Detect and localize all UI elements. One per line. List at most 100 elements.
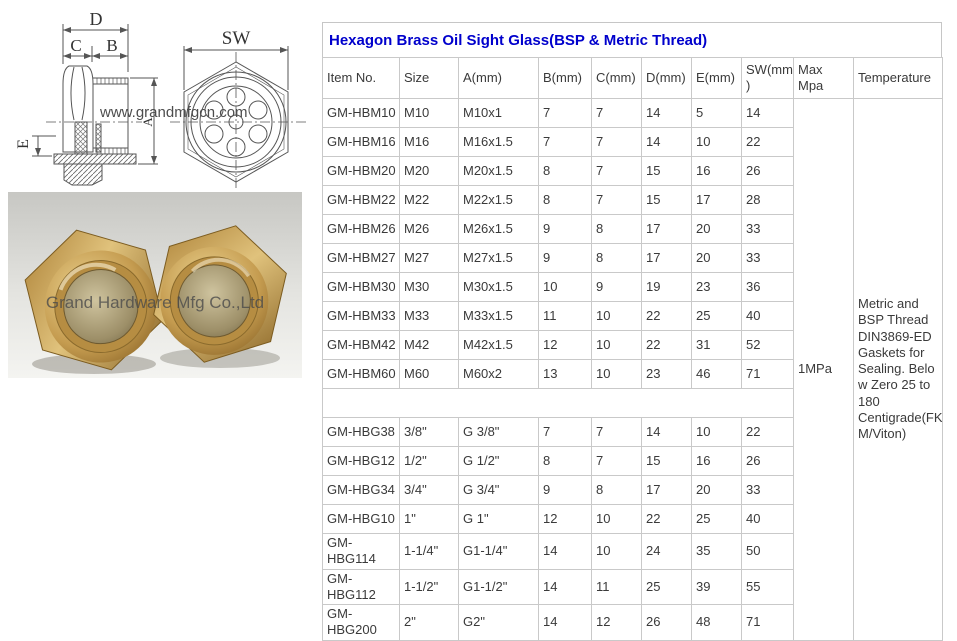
table-cell: 7 (591, 156, 642, 186)
side-view (32, 24, 158, 186)
table-body: GM-HBM10 M10 M10x1 7 7 14 5 14 1MPa Metric and BS… (322, 98, 943, 641)
table-cell: M16 (399, 127, 459, 157)
table-row: GM-HBM16 M16 M16x1.5 7 7 14 10 22 (322, 127, 943, 157)
table-cell: 71 (741, 359, 794, 389)
table-cell: 17 (641, 214, 692, 244)
table-cell: 14 (538, 568, 592, 605)
table-row: GM-HBG38 3/8" G 3/8" 7 7 14 10 22 (322, 417, 943, 447)
table-cell: G1-1/2" (458, 568, 539, 605)
table-row: GM-HBM26 M26 M26x1.5 9 8 17 20 33 (322, 214, 943, 244)
col-b: B(mm) (538, 57, 592, 99)
section-gap-row (322, 388, 943, 418)
table-cell: GM-HBG114 (322, 533, 400, 570)
table-cell: M42x1.5 (458, 330, 539, 360)
table-cell: 12 (538, 504, 592, 534)
table-cell: GM-HBM26 (322, 214, 400, 244)
table-cell: 50 (741, 533, 794, 570)
table-cell: 7 (538, 127, 592, 157)
table-cell: 14 (641, 127, 692, 157)
table-cell: 12 (538, 330, 592, 360)
table-cell: 16 (691, 156, 742, 186)
dim-label-sw: SW (222, 28, 251, 49)
table-cell: 7 (591, 185, 642, 215)
table-cell: GM-HBM60 (322, 359, 400, 389)
table-row: GM-HBM42 M42 M42x1.5 12 10 22 31 52 (322, 330, 943, 360)
table-cell: 8 (538, 185, 592, 215)
table-cell: M30 (399, 272, 459, 302)
col-c: C(mm) (591, 57, 642, 99)
table-cell: M42 (399, 330, 459, 360)
col-size: Size (399, 57, 459, 99)
table-row: GM-HBM33 M33 M33x1.5 11 10 22 25 40 (322, 301, 943, 331)
table-cell: 35 (691, 533, 742, 570)
table-cell: 10 (538, 272, 592, 302)
table-cell: 40 (741, 301, 794, 331)
table-row: GM-HBM10 M10 M10x1 7 7 14 5 14 1MPa Metric and BS… (322, 98, 943, 641)
dim-label-c: C (70, 36, 81, 55)
table-cell: GM-HBG38 (322, 417, 400, 447)
table-cell: 24 (641, 533, 692, 570)
table-cell: GM-HBG112 (322, 568, 400, 605)
table-cell: 25 (641, 568, 692, 605)
table-cell: 3/4" (399, 475, 459, 505)
temperature-cell: Metric and BSP Thread DIN3869-ED Gaskets… (853, 98, 943, 641)
table-cell: 20 (691, 243, 742, 273)
photo-watermark: Grand Hardware Mfg Co.,Ltd (46, 293, 264, 312)
table-cell: 1-1/4" (399, 533, 459, 570)
table-cell: 39 (691, 568, 742, 605)
table-cell: 9 (591, 272, 642, 302)
table-cell: GM-HBM22 (322, 185, 400, 215)
table-cell: 7 (591, 446, 642, 476)
table-cell: G 3/8" (458, 417, 539, 447)
table-cell: M27 (399, 243, 459, 273)
table-cell: 22 (641, 301, 692, 331)
header-row: Item No. Size A(mm) B(mm) C(mm) D(mm) E(… (322, 57, 943, 99)
col-temperature: Temperature (853, 57, 943, 99)
table-cell: GM-HBM30 (322, 272, 400, 302)
table-cell: 10 (591, 301, 642, 331)
table-row: GM-HBM60 M60 M60x2 13 10 23 46 71 (322, 359, 943, 389)
front-view (170, 46, 306, 192)
table-cell: 19 (641, 272, 692, 302)
table-cell: M30x1.5 (458, 272, 539, 302)
table-cell: M33x1.5 (458, 301, 539, 331)
page-title: Hexagon Brass Oil Sight Glass(BSP & Metr… (322, 22, 942, 58)
table-cell: 17 (641, 243, 692, 273)
dim-label-e: E (15, 139, 32, 149)
col-max-mpa: Max Mpa (793, 57, 854, 99)
table-cell: 14 (641, 98, 692, 128)
table-cell: 20 (691, 475, 742, 505)
table-cell: 22 (641, 330, 692, 360)
product-photo: Grand Hardware Mfg Co.,Ltd (8, 192, 302, 378)
table-cell: 10 (691, 417, 742, 447)
table-row: GM-HBG10 1" G 1" 12 10 22 25 40 (322, 504, 943, 534)
table-cell: 25 (691, 301, 742, 331)
table-cell: 31 (691, 330, 742, 360)
table-cell: 10 (591, 359, 642, 389)
table-cell: M33 (399, 301, 459, 331)
table-cell: 5 (691, 98, 742, 128)
table-cell: 2" (399, 604, 459, 641)
table-cell: 33 (741, 243, 794, 273)
table-row: GM-HBG12 1/2" G 1/2" 8 7 15 16 26 (322, 446, 943, 476)
table-cell: 7 (591, 98, 642, 128)
table-cell: 14 (741, 98, 794, 128)
table-cell: M10 (399, 98, 459, 128)
table-cell: GM-HBM20 (322, 156, 400, 186)
table-cell: 13 (538, 359, 592, 389)
table-cell: 26 (741, 446, 794, 476)
table-cell: 7 (591, 127, 642, 157)
table-cell: 7 (538, 417, 592, 447)
table-cell: 11 (538, 301, 592, 331)
table-cell: 22 (641, 504, 692, 534)
table-cell: GM- HBG200 (322, 604, 400, 641)
table-cell: 25 (691, 504, 742, 534)
table-cell: G 1/2" (458, 446, 539, 476)
col-item-no: Item No. (322, 57, 400, 99)
table-cell: M27x1.5 (458, 243, 539, 273)
table-cell: 26 (641, 604, 692, 641)
table-cell: 17 (691, 185, 742, 215)
table-cell: 8 (591, 475, 642, 505)
table-cell: 14 (641, 417, 692, 447)
table-cell: G1-1/4" (458, 533, 539, 570)
